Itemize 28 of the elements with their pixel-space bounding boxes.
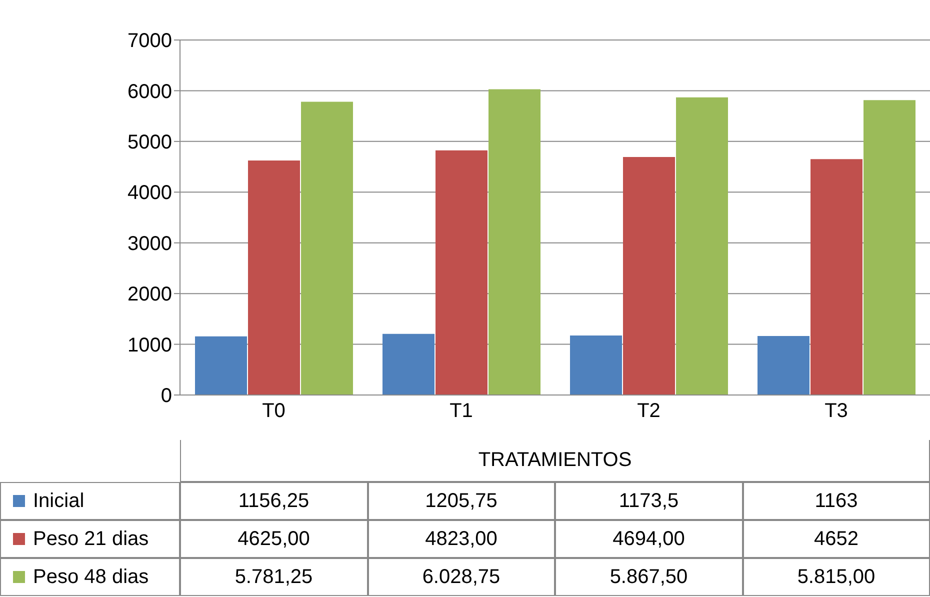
x-tick-label: T0: [262, 400, 286, 422]
y-tick-label: 0: [160, 385, 172, 408]
data-label: 5.781,25: [180, 558, 368, 596]
data-label: 1205,75: [368, 482, 555, 520]
data-label: 4823,00: [368, 520, 555, 558]
legend-label: Peso 21 dias: [0, 520, 180, 558]
data-label: 1163: [742, 482, 930, 520]
data-label: 4652: [742, 520, 930, 558]
y-tick-label: 4000: [128, 182, 172, 204]
data-label: 5.815,00: [742, 558, 930, 596]
data-label: 4694,00: [555, 520, 742, 558]
data-label: 1156,25: [180, 482, 368, 520]
y-tick-label: 5000: [128, 132, 172, 154]
legend-label: Peso 48 dias: [0, 558, 180, 596]
x-tick-label: T1: [450, 400, 473, 422]
y-tick-label: 6000: [128, 80, 172, 103]
data-label: 4625,00: [180, 520, 368, 558]
y-tick-label: 1000: [128, 334, 172, 356]
legend-label: Inicial: [0, 482, 180, 520]
y-tick-label: 7000: [128, 30, 172, 52]
x-axis-title: TRATAMIENTOS: [180, 440, 930, 482]
y-tick-label: 2000: [128, 284, 172, 306]
y-tick-label: 3000: [128, 232, 172, 255]
data-label: 6.028,75: [368, 558, 555, 596]
x-tick-label: T2: [637, 400, 660, 422]
x-tick-label: T3: [824, 400, 848, 422]
data-label: 5.867,50: [555, 558, 742, 596]
data-label: 1173,5: [555, 482, 742, 520]
